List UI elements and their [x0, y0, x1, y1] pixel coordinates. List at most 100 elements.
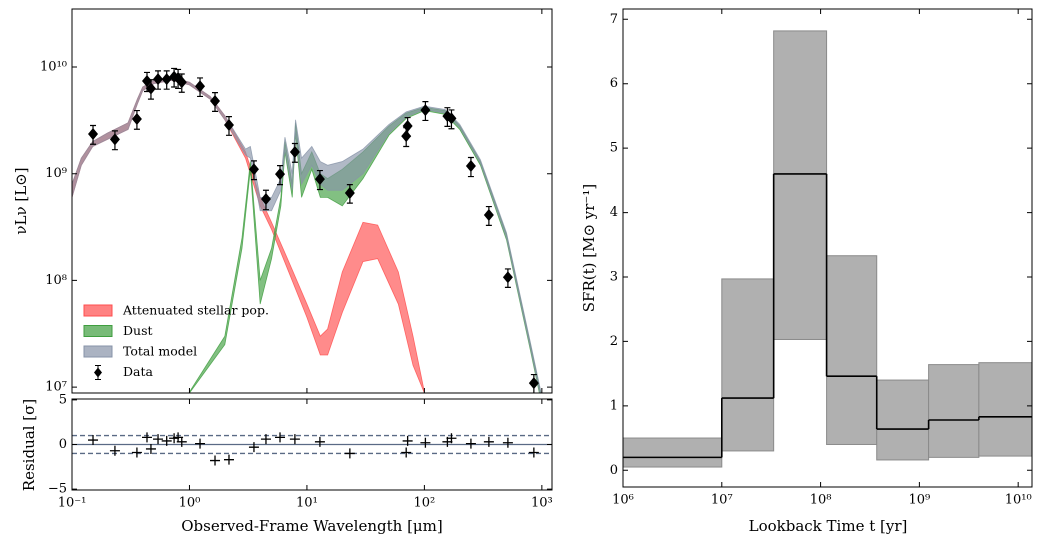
data-point	[528, 377, 539, 390]
x-tick-label: 10¹⁰	[1005, 493, 1032, 508]
residual-point	[109, 445, 120, 456]
uncertainty-band	[928, 364, 980, 458]
x-axis-label: Observed-Frame Wavelength [μm]	[181, 517, 443, 535]
x-tick-label: 10³	[531, 496, 553, 511]
y-tick-label: 5	[59, 392, 67, 407]
residual-point	[289, 434, 300, 445]
uncertainty-band	[623, 437, 723, 468]
y-tick-label: 10⁷	[45, 380, 67, 395]
legend-swatch	[94, 367, 102, 378]
x-axis-label: Lookback Time t [yr]	[749, 517, 908, 535]
y-tick-label: 10⁹	[45, 166, 67, 181]
legend-swatch	[83, 345, 113, 358]
uncertainty-band	[721, 278, 775, 452]
residual-point	[401, 447, 412, 458]
y-tick-label: 0	[610, 463, 618, 478]
residual-point	[248, 442, 259, 453]
data-point	[161, 73, 172, 86]
residual-point	[195, 438, 206, 449]
plot-area	[72, 67, 542, 393]
data-point	[344, 186, 355, 199]
residual-point	[223, 454, 234, 465]
data-point	[483, 209, 494, 222]
data-point	[176, 76, 187, 89]
x-tick-label: 10⁷	[711, 493, 733, 508]
data-point	[195, 80, 206, 93]
residual-point	[420, 437, 431, 448]
residual-point	[446, 433, 457, 444]
residual-point	[314, 436, 325, 447]
data-point	[109, 133, 120, 146]
data-point	[131, 112, 142, 125]
legend-label: Total model	[123, 344, 197, 359]
y-axis-label: νLν [L⊙]	[12, 167, 30, 234]
residual-point	[528, 447, 539, 458]
residual-point	[131, 447, 142, 458]
data-point	[402, 120, 413, 133]
x-tick-label: 10²	[414, 496, 436, 511]
y-tick-label: 4	[610, 205, 618, 220]
y-tick-label: 7	[610, 12, 618, 27]
residual-point	[502, 437, 513, 448]
plot-area	[623, 30, 1032, 468]
data-point	[248, 163, 259, 176]
residual-point	[465, 438, 476, 449]
y-tick-label: 0	[59, 437, 67, 452]
y-tick-label: −5	[48, 482, 67, 497]
uncertainty-band	[826, 255, 878, 445]
data-point	[260, 192, 271, 205]
data-point	[420, 104, 431, 117]
x-tick-label: 10⁻¹	[58, 496, 87, 511]
x-tick-label: 10¹	[296, 496, 318, 511]
legend-label: Dust	[123, 323, 153, 338]
residual-point	[88, 435, 99, 446]
y-tick-label: 10¹⁰	[40, 60, 67, 75]
plot-area	[72, 432, 552, 466]
uncertainty-band	[773, 30, 828, 340]
residual-point	[145, 443, 156, 454]
residual-point	[176, 436, 187, 447]
x-tick-label: 10⁸	[810, 493, 832, 508]
data-point	[465, 160, 476, 173]
y-axis-label: Residual [σ]	[20, 399, 38, 491]
data-point	[141, 74, 152, 87]
data-point	[446, 112, 457, 125]
residual-point	[483, 436, 494, 447]
legend-swatch	[83, 304, 113, 317]
legend-label: Attenuated stellar pop.	[122, 303, 269, 318]
data-point	[275, 168, 286, 181]
legend-swatch	[83, 325, 113, 337]
data-point	[145, 82, 156, 95]
data-point	[88, 127, 99, 140]
legend-label: Data	[123, 364, 153, 379]
data-point	[289, 145, 300, 158]
model-band	[72, 76, 542, 393]
x-tick-label: 10⁶	[612, 493, 634, 508]
y-tick-label: 3	[610, 269, 618, 284]
y-tick-label: 1	[610, 398, 618, 413]
residual-point	[161, 435, 172, 446]
axes-frame	[71, 8, 553, 394]
y-tick-label: 5	[610, 141, 618, 156]
residual-point	[153, 434, 164, 445]
data-point	[210, 95, 221, 108]
residual-point	[344, 448, 355, 459]
y-tick-label: 10⁸	[45, 273, 67, 288]
data-point	[502, 271, 513, 284]
uncertainty-band	[876, 379, 930, 461]
data-point	[153, 73, 164, 86]
y-tick-label: 6	[610, 76, 618, 91]
residual-point	[210, 455, 221, 466]
residual-point	[141, 432, 152, 443]
residual-point	[260, 434, 271, 445]
y-tick-label: 2	[610, 334, 618, 349]
x-tick-label: 10⁹	[909, 493, 931, 508]
data-point	[223, 119, 234, 132]
axes-frame	[622, 8, 1033, 488]
uncertainty-band	[978, 362, 1032, 457]
x-tick-label: 10⁰	[179, 496, 201, 511]
residual-point	[402, 435, 413, 446]
data-point	[314, 173, 325, 186]
residual-point	[275, 432, 286, 443]
